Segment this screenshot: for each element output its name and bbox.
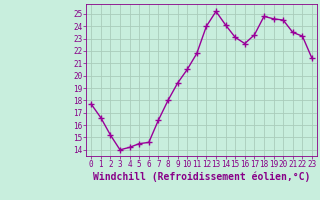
X-axis label: Windchill (Refroidissement éolien,°C): Windchill (Refroidissement éolien,°C) [93, 172, 310, 182]
